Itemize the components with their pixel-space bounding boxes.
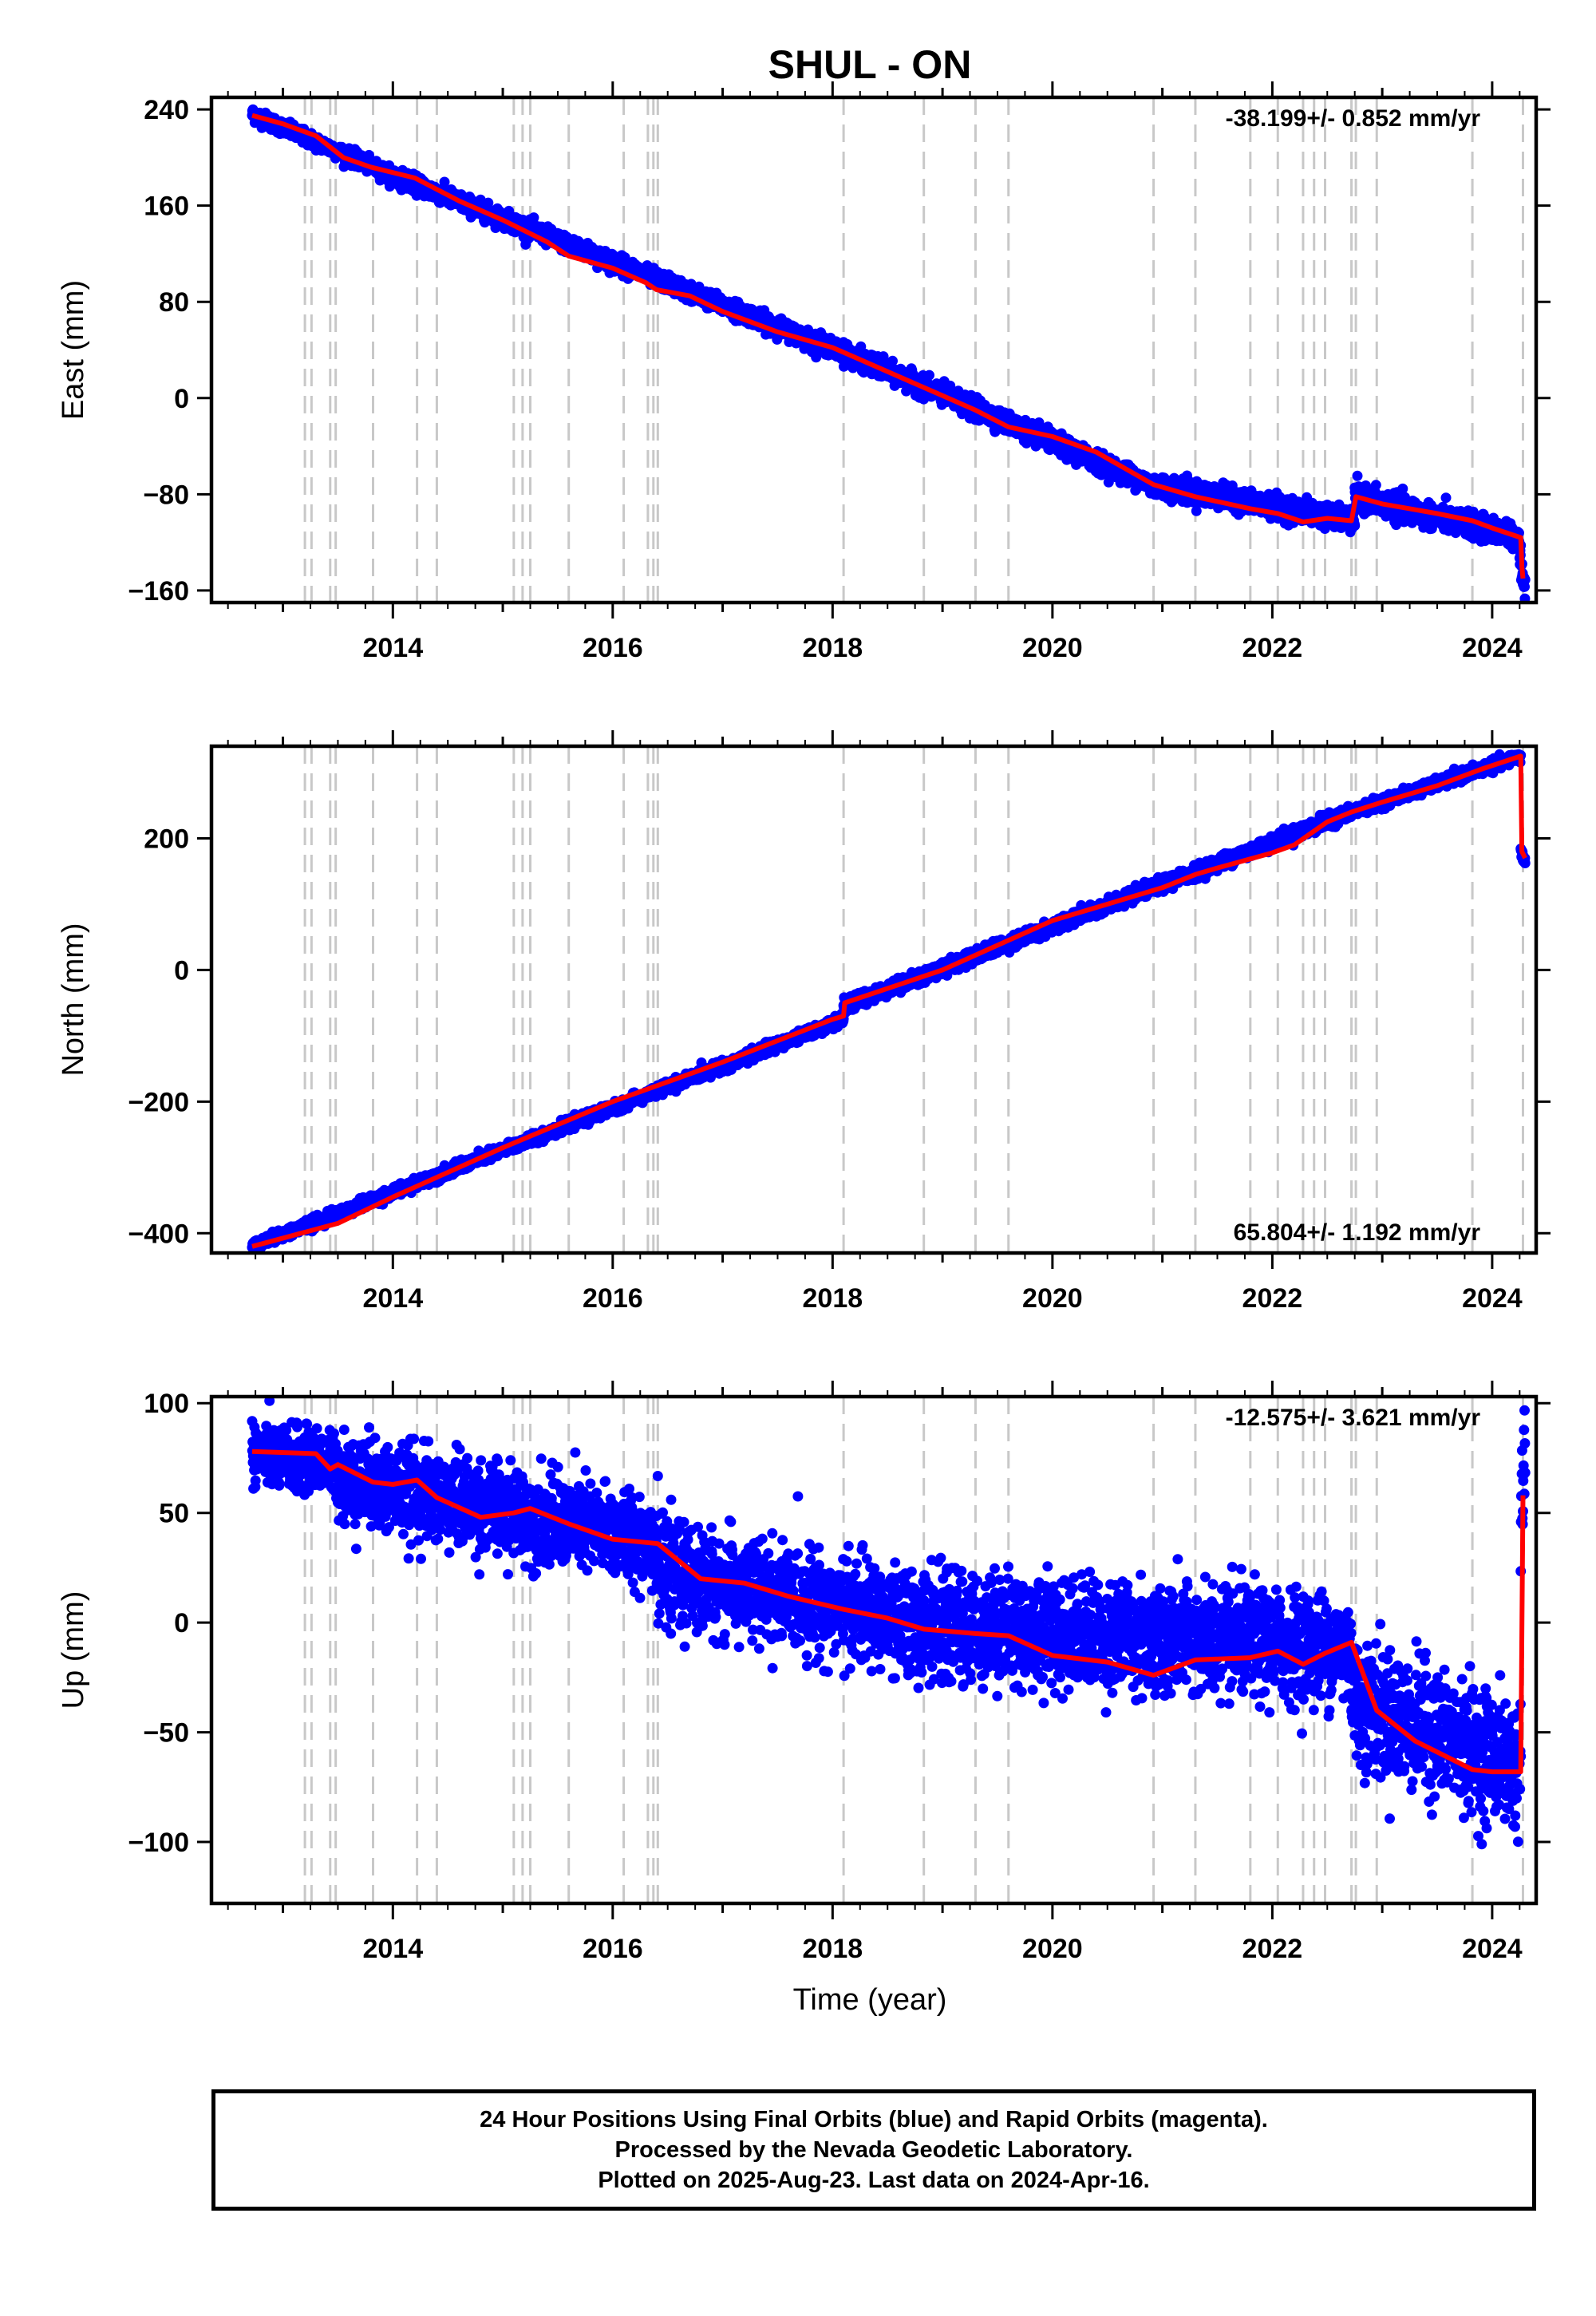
- y-tick-label: −160: [128, 576, 189, 607]
- data-point: [1370, 480, 1381, 491]
- y-tick-label: 0: [174, 384, 189, 414]
- plot-frame: [209, 95, 1539, 605]
- y-tick-label: 80: [159, 287, 189, 318]
- data-point: [1519, 593, 1531, 603]
- model-line: [251, 113, 1526, 579]
- data-point: [528, 212, 539, 223]
- y-tick-label: −80: [143, 480, 189, 510]
- data-point: [1349, 520, 1361, 532]
- data-points: [247, 104, 1531, 603]
- y-tick-label: 240: [144, 95, 189, 125]
- chart-title: SHUL - ON: [768, 42, 972, 87]
- data-point: [1440, 492, 1452, 504]
- data-point: [1397, 483, 1408, 494]
- data-point: [1352, 470, 1363, 481]
- y-tick-label: 160: [144, 192, 189, 222]
- data-point: [439, 176, 450, 188]
- data-point: [924, 370, 934, 381]
- data-point: [1191, 505, 1202, 516]
- data-point: [887, 355, 898, 366]
